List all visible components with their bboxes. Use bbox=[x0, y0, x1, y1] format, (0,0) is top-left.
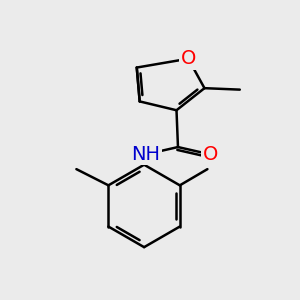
Text: NH: NH bbox=[131, 145, 160, 164]
Text: O: O bbox=[181, 49, 196, 68]
Text: O: O bbox=[203, 145, 218, 164]
